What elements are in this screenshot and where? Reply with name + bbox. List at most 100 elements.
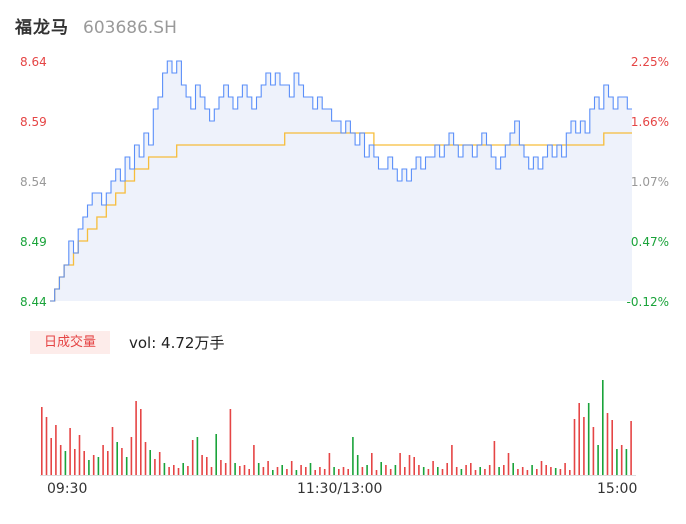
- volume-bar: [234, 463, 236, 475]
- price-label: 8.64: [20, 55, 47, 69]
- volume-bar: [135, 401, 137, 475]
- volume-bar: [512, 463, 514, 475]
- time-label-open: 09:30: [47, 481, 88, 497]
- volume-bar: [404, 467, 406, 475]
- price-line: [50, 60, 632, 302]
- volume-bar: [625, 449, 628, 475]
- volume-bar: [413, 457, 415, 475]
- volume-bar: [479, 467, 481, 475]
- volume-bar: [507, 453, 510, 475]
- volume-bar: [107, 451, 109, 475]
- volume-bar: [422, 467, 425, 475]
- volume-bar: [460, 469, 463, 475]
- volume-bar: [41, 407, 43, 475]
- volume-bar: [59, 445, 62, 475]
- volume-bar: [592, 427, 595, 475]
- volume-bar: [154, 459, 156, 475]
- volume-bar: [314, 470, 316, 475]
- volume-bar: [130, 437, 133, 475]
- volume-bar: [69, 428, 71, 475]
- volume-bar: [531, 465, 533, 475]
- volume-bar: [564, 463, 566, 475]
- volume-bar: [257, 463, 260, 475]
- volume-bar: [305, 467, 307, 475]
- volume-bar: [74, 449, 76, 475]
- volume-bar: [201, 455, 203, 475]
- volume-bar: [474, 470, 477, 475]
- volume-bar: [300, 465, 302, 475]
- pct-label: -0.12%: [626, 295, 669, 309]
- volume-bar: [620, 445, 623, 475]
- volume-bar: [352, 437, 354, 475]
- volume-bar: [347, 469, 349, 475]
- price-label: 8.59: [20, 115, 47, 129]
- volume-bar: [597, 445, 599, 475]
- volume-bar: [97, 457, 100, 475]
- volume-bar: [286, 469, 288, 475]
- volume-bar: [408, 455, 411, 475]
- volume-tab[interactable]: 日成交量: [30, 331, 110, 354]
- volume-bar: [196, 437, 199, 475]
- volume-bar: [121, 448, 123, 475]
- volume-bar: [488, 465, 491, 475]
- volume-bar: [224, 463, 227, 475]
- volume-bar: [399, 453, 401, 475]
- volume-bar: [144, 442, 147, 475]
- price-label: 8.49: [20, 235, 47, 249]
- volume-bar: [630, 421, 632, 475]
- pct-label: 2.25%: [630, 55, 669, 69]
- volume-bar: [484, 469, 486, 475]
- volume-bar: [295, 470, 298, 475]
- volume-bar: [569, 470, 571, 475]
- volume-bar: [64, 451, 67, 475]
- volume-bar: [281, 465, 283, 475]
- volume-bar: [177, 468, 180, 475]
- header: 福龙马 603686.SH: [15, 13, 177, 39]
- volume-bar: [319, 467, 321, 475]
- volume-bar: [602, 380, 604, 475]
- volume-bar: [338, 469, 340, 475]
- volume-bar: [55, 425, 57, 475]
- volume-bar: [50, 438, 52, 475]
- volume-bar: [573, 419, 576, 475]
- volume-bar: [611, 420, 613, 475]
- volume-bar: [83, 451, 85, 475]
- volume-bar: [385, 465, 387, 475]
- volume-bar: [111, 427, 114, 475]
- volume-bar: [276, 467, 279, 475]
- volume-bar: [536, 469, 538, 475]
- volume-bar: [88, 460, 90, 475]
- volume-bar: [526, 470, 529, 475]
- volume-bar: [229, 409, 232, 475]
- price-label: 8.54: [20, 175, 47, 189]
- volume-bar: [309, 463, 312, 475]
- volume-bar: [451, 445, 453, 475]
- volume-bar: [371, 453, 373, 475]
- volume-bar: [446, 463, 448, 475]
- volume-bar: [578, 403, 580, 475]
- volume-bar: [220, 460, 222, 475]
- volume-bar: [550, 467, 552, 475]
- volume-bar: [503, 465, 505, 475]
- volume-panel: [40, 380, 636, 476]
- volume-bar: [616, 449, 618, 475]
- volume-bar: [493, 441, 496, 475]
- volume-bar: [554, 468, 557, 475]
- volume-bar: [140, 409, 142, 475]
- volume-bar: [182, 463, 184, 475]
- volume-total: vol: 4.72万手: [129, 334, 225, 352]
- volume-bar: [206, 457, 208, 475]
- volume-bar: [243, 465, 246, 475]
- volume-bar: [437, 467, 439, 475]
- pct-label: 0.47%: [630, 235, 669, 249]
- volume-bar: [191, 440, 194, 475]
- volume-bar: [606, 413, 609, 475]
- volume-bar: [116, 442, 118, 475]
- volume-bar: [253, 445, 255, 475]
- avg-price-line: [50, 132, 632, 302]
- volume-bar: [239, 466, 241, 475]
- time-label-close: 15:00: [597, 481, 638, 497]
- volume-bar: [375, 470, 378, 475]
- volume-bar: [125, 457, 128, 475]
- volume-bar: [418, 465, 420, 475]
